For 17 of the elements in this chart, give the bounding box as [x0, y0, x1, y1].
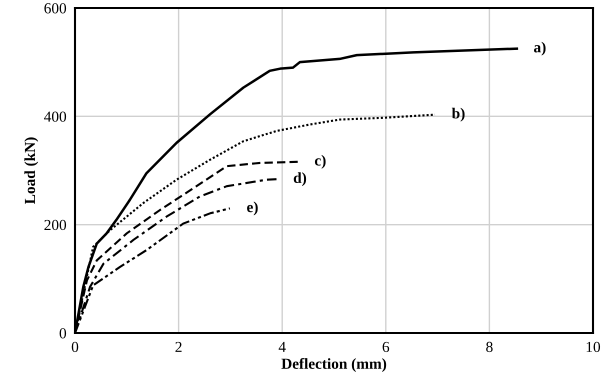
annotation: d) — [294, 172, 306, 186]
x-tick-label: 6 — [382, 342, 390, 352]
x-tick-label: 8 — [486, 342, 493, 352]
annotation: a) — [534, 42, 546, 56]
x-axis-title: Deflection (mm) — [281, 358, 386, 372]
annotation: b) — [452, 108, 465, 122]
x-tick-label: 10 — [586, 342, 600, 352]
x-tick-label: 0 — [72, 342, 78, 352]
x-tick-label: 2 — [175, 342, 182, 352]
y-tick-label: 200 — [44, 220, 66, 230]
x-tick-label: 4 — [278, 342, 286, 352]
y-tick-label: 600 — [44, 3, 66, 14]
annotation: c) — [314, 154, 326, 169]
y-axis-title: Load (kN) — [24, 137, 38, 204]
y-tick-label: 400 — [44, 111, 66, 122]
annotation: e) — [247, 201, 258, 216]
y-tick-label: 0 — [60, 328, 66, 338]
